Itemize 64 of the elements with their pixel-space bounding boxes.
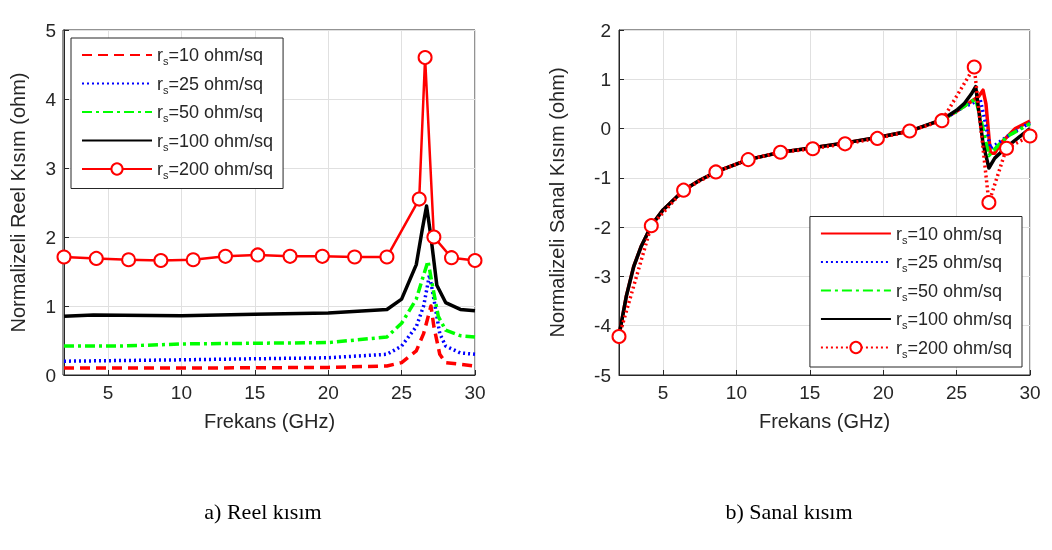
point <box>467 252 483 268</box>
y-tick-label: -3 <box>594 265 611 287</box>
y-tick-label: -2 <box>594 216 611 238</box>
y-tick-label: 2 <box>45 226 56 248</box>
point <box>981 195 997 210</box>
point <box>999 140 1015 156</box>
x-tick-label: 30 <box>1019 382 1041 403</box>
point <box>966 59 982 75</box>
point <box>869 130 885 146</box>
point <box>417 50 433 66</box>
y-tick-label: 1 <box>600 68 611 90</box>
point <box>837 136 853 152</box>
point <box>411 191 427 207</box>
point <box>185 252 201 268</box>
x-tick-label: 25 <box>946 382 968 403</box>
point <box>282 248 298 264</box>
x-axis-title: Frekans (GHz) <box>758 410 891 432</box>
x-tick-label: 15 <box>799 382 821 403</box>
point <box>88 250 104 266</box>
y-tick-label: 4 <box>45 88 57 110</box>
y-tick-label: 2 <box>600 19 611 41</box>
point <box>347 249 363 265</box>
point <box>611 329 627 345</box>
x-tick-label: 25 <box>391 382 413 403</box>
point <box>902 123 918 139</box>
x-tick-label: 15 <box>244 382 266 403</box>
text: a) Reel kısım <box>204 498 322 524</box>
x-tick-label: 20 <box>317 382 339 403</box>
x-tick-label: 10 <box>170 382 192 403</box>
point <box>153 252 169 268</box>
x-axis-title: Frekans (GHz) <box>203 410 336 432</box>
point <box>250 247 266 263</box>
point <box>56 249 72 265</box>
y-tick-label: 3 <box>45 157 56 179</box>
y-tick-label: -4 <box>594 315 612 337</box>
y-axis-title: Normalizeli Reel Kısım (ohm) <box>7 72 29 333</box>
x-tick-label: 5 <box>102 382 114 403</box>
y-tick-label: -5 <box>594 364 611 386</box>
point <box>379 249 395 265</box>
point <box>740 152 756 168</box>
x-tick-label: 30 <box>464 382 486 403</box>
x-tick-label: 10 <box>725 382 747 403</box>
y-tick-label: 1 <box>45 295 56 317</box>
text: b) Sanal kısım <box>725 498 853 524</box>
point <box>805 141 821 157</box>
x-tick-label: 5 <box>657 382 669 403</box>
point <box>676 182 692 198</box>
point <box>314 248 330 264</box>
point <box>121 252 137 268</box>
y-tick-label: 0 <box>600 118 611 140</box>
point <box>934 113 950 129</box>
point <box>643 218 659 234</box>
point <box>217 248 233 264</box>
point <box>426 229 442 245</box>
y-tick-label: 5 <box>45 19 56 41</box>
point <box>1022 128 1038 144</box>
y-axis-title: Normalizeli Sanal Kısım (ohm) <box>546 67 568 338</box>
y-tick-label: 0 <box>45 364 56 386</box>
y-tick-label: -1 <box>594 167 611 189</box>
point <box>772 144 788 160</box>
x-tick-label: 20 <box>872 382 894 403</box>
point <box>444 250 460 266</box>
line-series <box>62 273 477 363</box>
point <box>708 164 724 180</box>
